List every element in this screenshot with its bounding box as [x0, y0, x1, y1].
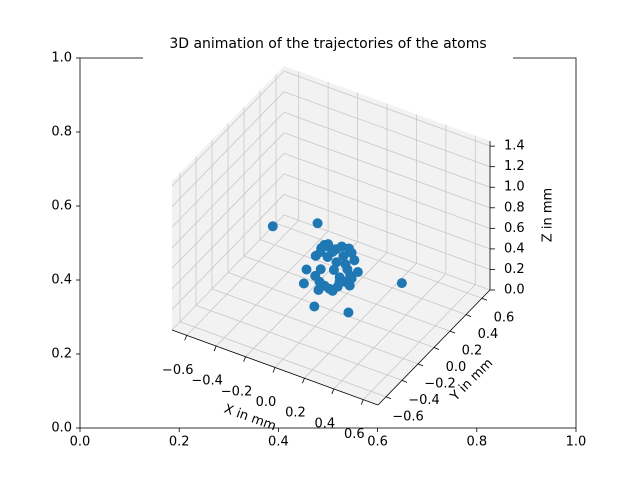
grid-line [171, 70, 285, 187]
atom-point [298, 278, 309, 289]
grid-line [171, 194, 285, 310]
z-tick-label: 1.2 [504, 159, 525, 174]
z-tick-label: 1.4 [504, 139, 525, 154]
y-tick-label: −0.6 [392, 409, 424, 424]
atom-point [342, 264, 353, 275]
y-tick [481, 297, 488, 301]
grid-line [243, 255, 451, 332]
x-tick [184, 335, 188, 341]
x-tick-label: 0.0 [70, 435, 91, 450]
y-tick [385, 396, 392, 400]
grid-line [275, 222, 483, 299]
x-tick [360, 399, 364, 405]
x-tick-label: 0.4 [315, 416, 336, 431]
x-tick-label: 0.6 [367, 435, 388, 450]
atom-point [327, 285, 338, 296]
y-tick-label: 0.4 [478, 327, 499, 342]
atom-point [316, 243, 327, 254]
background-axes: 0.0 0.2 0.4 0.6 0.8 1.00.00.20.40.60.81.0 [51, 51, 586, 450]
z-axis-label: Z in mm [541, 188, 556, 242]
x-tick-label: 0.2 [285, 406, 306, 421]
x-tick-label: 0.4 [268, 435, 289, 450]
grid-line [283, 70, 491, 147]
grid-line [283, 132, 491, 209]
grid-line [171, 132, 285, 249]
grid-line [259, 239, 467, 316]
y-tick [449, 330, 456, 334]
x-tick-label: −0.6 [162, 363, 194, 378]
y-axis-line [377, 289, 491, 406]
grid-line [283, 173, 491, 250]
x-tick [302, 378, 305, 384]
grid-line [283, 91, 491, 168]
atom-point [309, 301, 320, 312]
z-tick-label: 0.6 [504, 221, 525, 236]
z-tick-label: 1.0 [504, 180, 525, 195]
atom-point [338, 251, 349, 262]
grid-line [227, 272, 435, 348]
atom-point [328, 264, 339, 275]
y-tick [433, 347, 440, 350]
chart-title: 3D animation of the trajectories of the … [169, 36, 486, 52]
grid-line [211, 288, 419, 365]
grid-line [283, 194, 491, 270]
y-tick-label: 0.0 [51, 421, 72, 436]
z-tick-label: 0.4 [504, 241, 525, 256]
grid-line [179, 321, 387, 398]
grid-line [171, 91, 285, 207]
grid-line [171, 173, 285, 290]
grid-line [195, 304, 403, 381]
atom-point [327, 246, 338, 257]
atom-point [315, 264, 326, 275]
x-tick-label: 0.6 [344, 427, 365, 442]
atom-point [352, 267, 363, 278]
y-tick-label: 0.2 [51, 347, 72, 362]
atom-point [346, 273, 357, 284]
x-tick-label: −0.4 [191, 374, 223, 389]
atom-point [313, 285, 324, 296]
grid-line [171, 214, 285, 331]
x-tick-label: 0.0 [256, 395, 277, 410]
x-axis-line [171, 329, 379, 406]
x-tick [331, 388, 335, 395]
atom-point [331, 257, 342, 268]
atom-point [343, 307, 354, 318]
y-tick-label: 0.6 [494, 311, 515, 326]
z-tick-label: 0.0 [504, 283, 525, 298]
grid-line [171, 111, 285, 228]
y-tick-label: 0.8 [51, 125, 72, 140]
y-tick-label: −0.2 [424, 376, 456, 391]
y-tick [417, 363, 424, 367]
y-tick-label: 0.6 [51, 199, 72, 214]
y-tick-label: 0.2 [462, 344, 483, 359]
x-tick-label: 1.0 [566, 435, 587, 450]
atom-point [267, 221, 278, 232]
x-tick [243, 356, 246, 362]
y-tick-label: −0.4 [408, 393, 440, 408]
z-tick-label: 0.8 [504, 200, 525, 215]
grid-line [283, 111, 491, 188]
y-tick-label: 0.0 [446, 360, 467, 375]
grid-line [171, 153, 285, 269]
atom-point [314, 276, 325, 287]
grid-line [283, 152, 491, 229]
y-tick-label: 0.4 [51, 273, 72, 288]
x-tick-label: 0.2 [169, 435, 190, 450]
atom-point [301, 264, 312, 275]
y-tick [401, 379, 408, 383]
z-tick-label: 0.2 [504, 262, 525, 277]
y-tick-label: 1.0 [51, 51, 72, 66]
x-tick [272, 367, 276, 373]
x-tick-label: −0.2 [221, 384, 253, 399]
atom-point [312, 218, 323, 229]
atom-point [396, 278, 407, 289]
atom-point [346, 247, 357, 258]
y-tick [465, 314, 472, 318]
axes3d: −0.6−0.4−0.20.00.20.40.6−0.6−0.4−0.20.00… [162, 66, 556, 442]
x-tick [213, 345, 217, 352]
atom-point [336, 241, 347, 252]
x-tick-label: 0.8 [466, 435, 487, 450]
